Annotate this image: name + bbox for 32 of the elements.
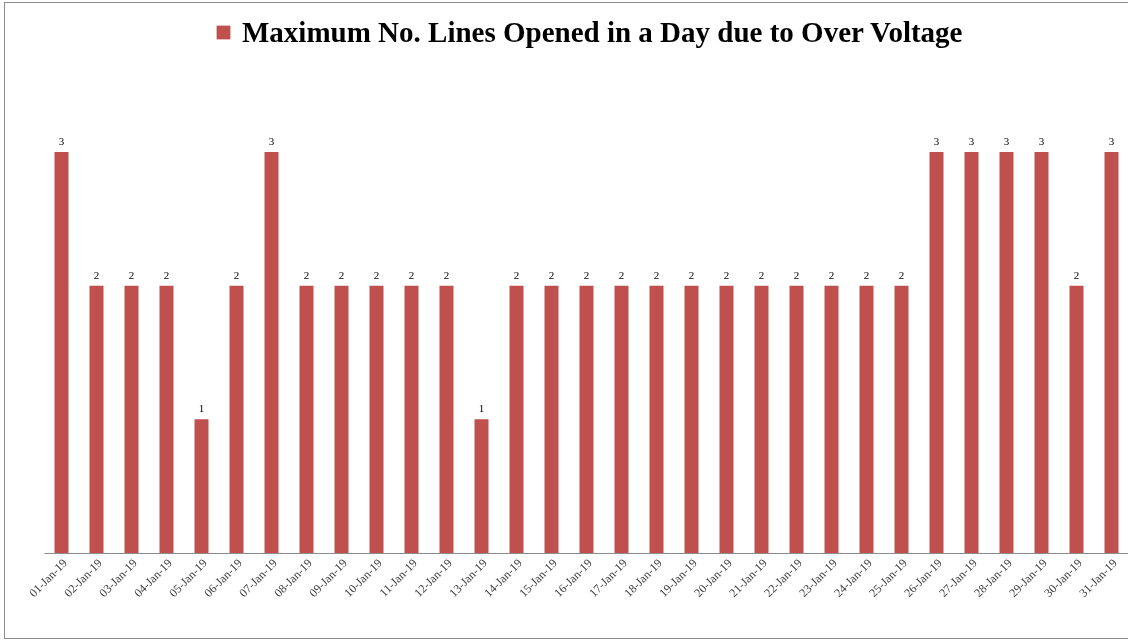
data-label: 2: [548, 268, 555, 281]
data-label: 2: [1073, 268, 1080, 281]
data-label: 2: [653, 268, 660, 281]
data-label: 2: [688, 268, 695, 281]
data-label: 3: [1108, 135, 1115, 147]
data-label: 2: [93, 268, 100, 281]
data-label: 2: [793, 268, 800, 281]
data-label: 1: [478, 402, 485, 415]
data-label: 3: [1003, 135, 1010, 147]
data-label: 2: [583, 268, 590, 281]
legend-label: Maximum No. Lines Opened in a Day due to Over Voltage: [242, 15, 963, 48]
data-label: 2: [723, 268, 730, 281]
data-label: 3: [268, 135, 275, 147]
data-label: 1: [198, 402, 205, 415]
data-label: 3: [58, 135, 65, 147]
data-label: 2: [303, 268, 310, 281]
data-label: 2: [618, 268, 625, 281]
data-label: 3: [968, 135, 975, 147]
data-label: 2: [233, 268, 240, 281]
data-label: 3: [933, 135, 940, 147]
data-label: 2: [863, 268, 870, 281]
data-label: 2: [513, 268, 520, 281]
data-label: 2: [338, 268, 345, 281]
data-label: 2: [373, 268, 380, 281]
data-label: 2: [163, 268, 170, 281]
data-label: 2: [828, 268, 835, 281]
data-label: 2: [128, 268, 135, 281]
data-label: 3: [1038, 135, 1045, 147]
data-label: 2: [408, 268, 415, 281]
data-label: 2: [443, 268, 450, 281]
data-label: 2: [898, 268, 905, 281]
data-label: 2: [758, 268, 765, 281]
